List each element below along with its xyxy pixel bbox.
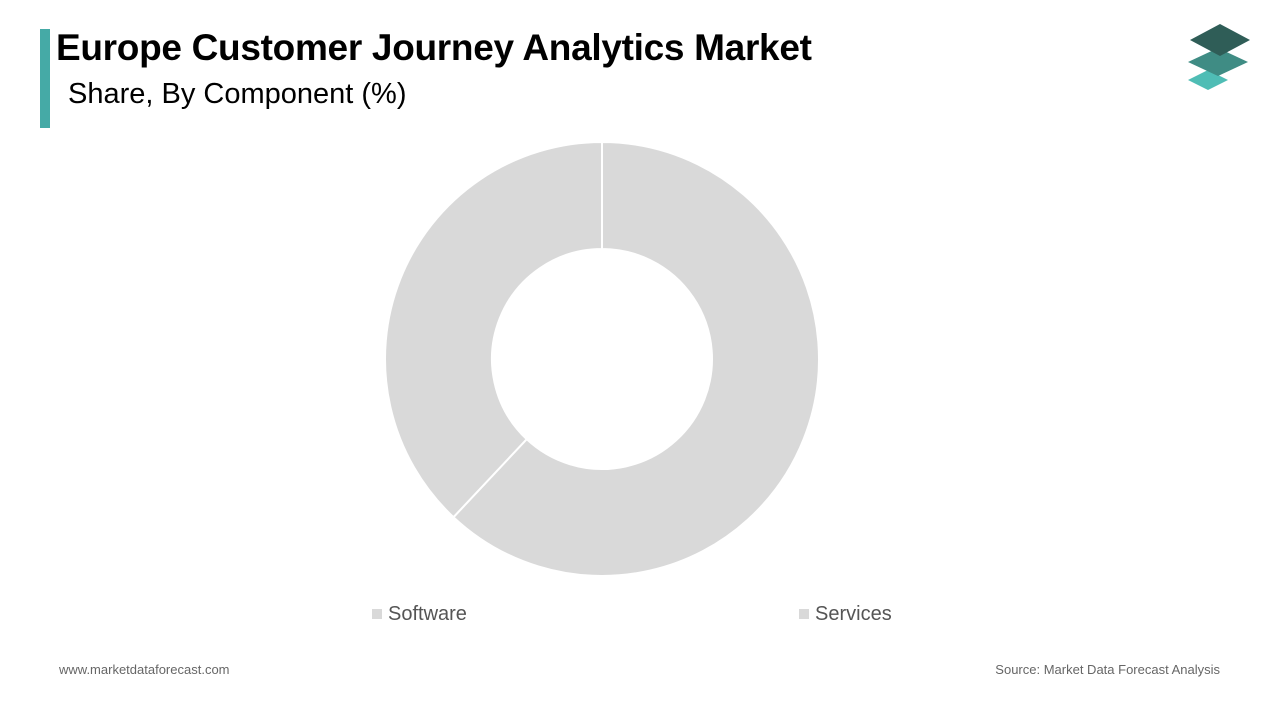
legend-label: Services xyxy=(815,602,892,625)
stacked-layers-logo-icon xyxy=(1188,24,1250,90)
slice-software xyxy=(452,140,820,577)
legend-item-services: Services xyxy=(799,602,892,626)
page-title: Europe Customer Journey Analytics Market xyxy=(56,27,812,68)
logo-layer-middle xyxy=(1188,48,1248,76)
legend-swatch xyxy=(372,609,382,619)
page-subtitle: Share, By Component (%) xyxy=(68,78,407,110)
source-note: Source: Market Data Forecast Analysis xyxy=(995,662,1220,677)
legend-item-software: Software xyxy=(372,602,467,626)
website-url: www.marketdataforecast.com xyxy=(59,662,230,677)
logo-layer-top xyxy=(1190,24,1250,56)
legend-label: Software xyxy=(388,602,467,625)
slice-services xyxy=(384,140,603,519)
title-accent-bar xyxy=(40,29,50,128)
legend-swatch xyxy=(799,609,809,619)
donut-slices xyxy=(384,140,820,577)
